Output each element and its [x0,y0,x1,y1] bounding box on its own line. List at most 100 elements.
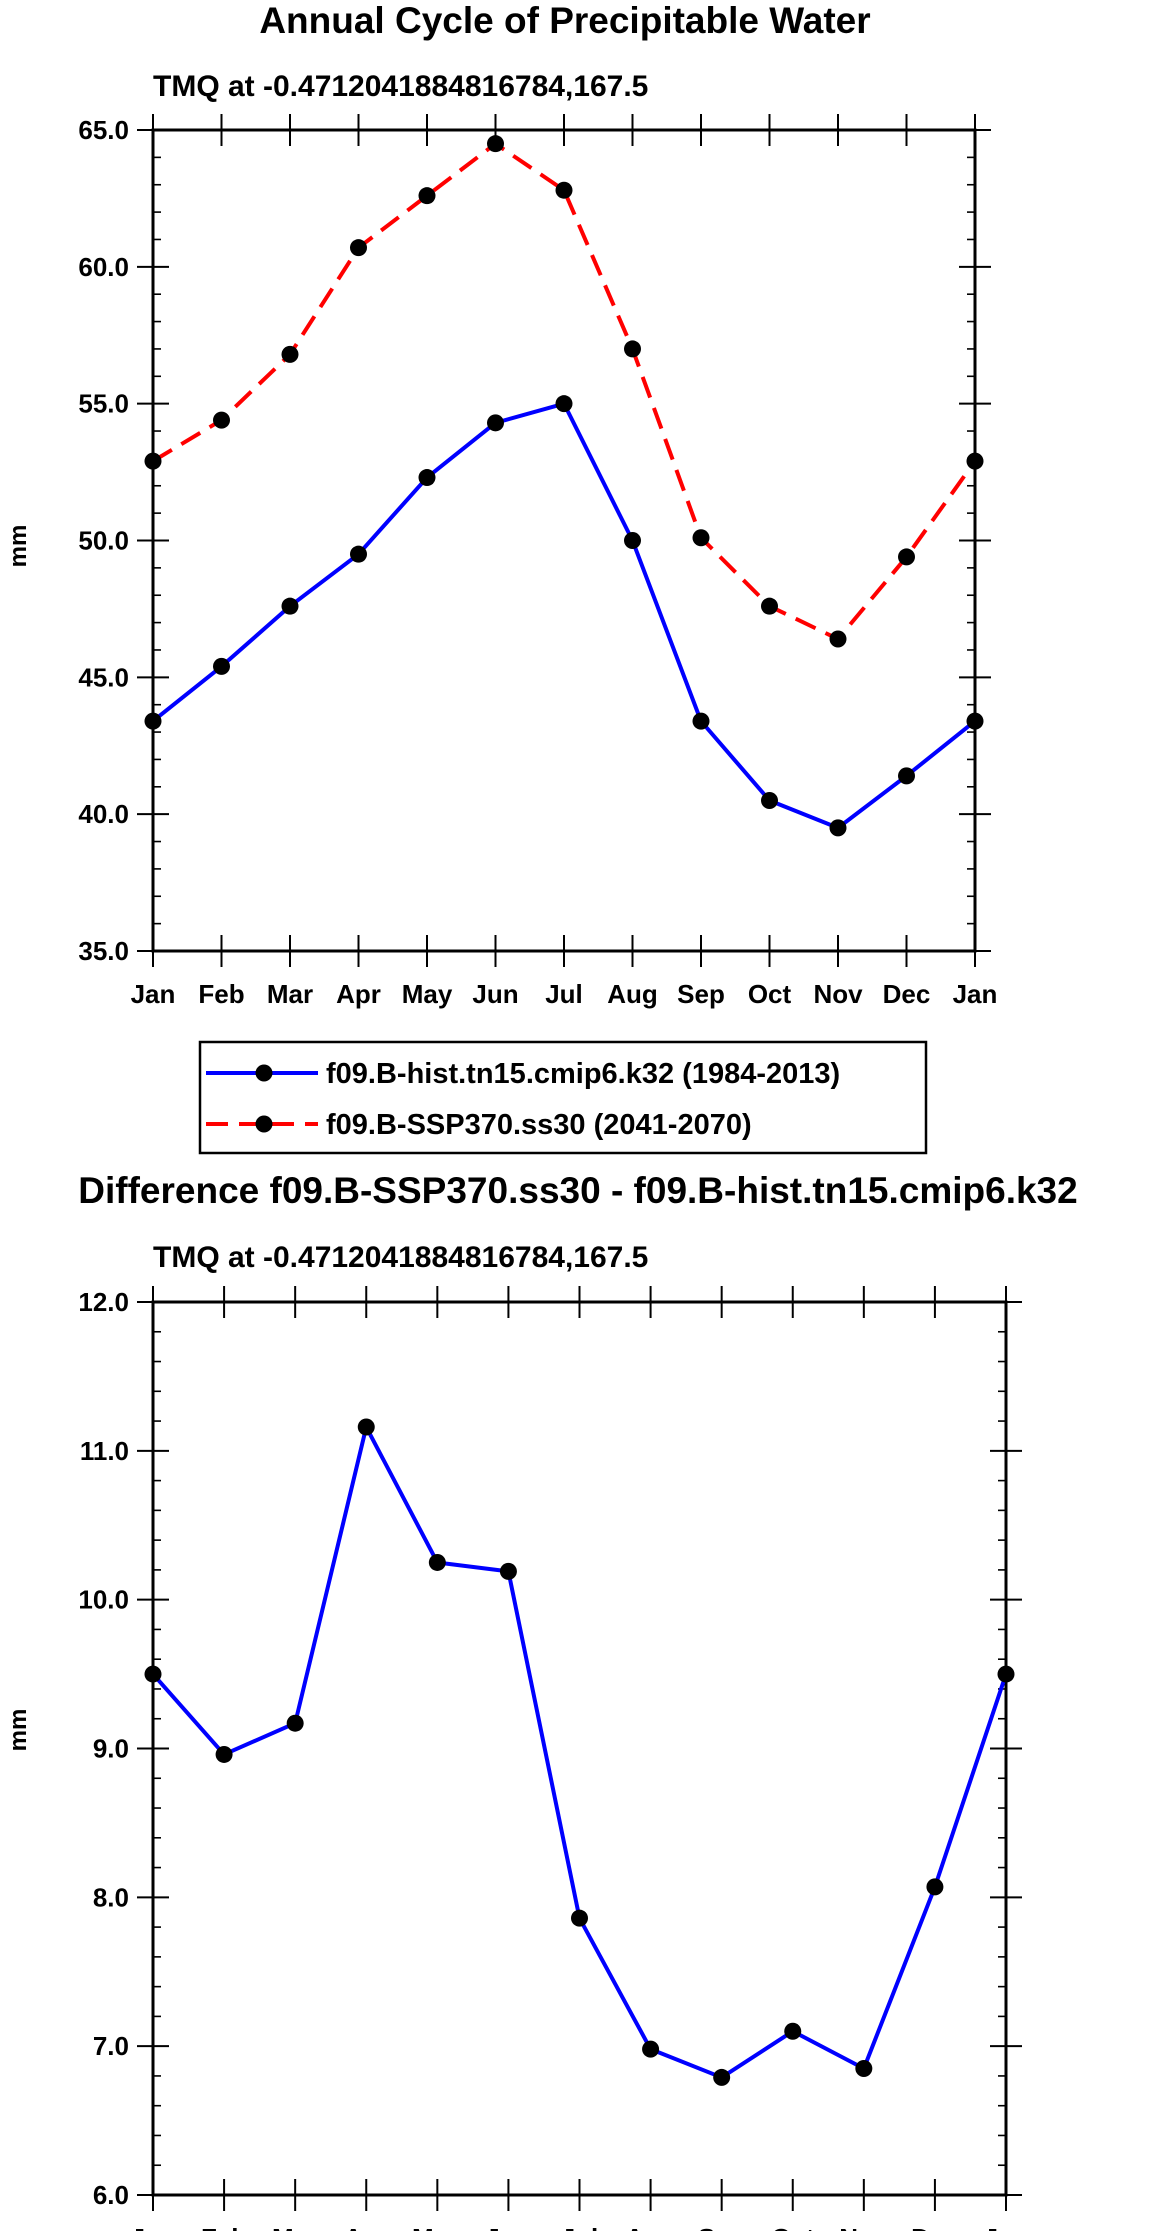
x-tick-label: Nov [839,2223,889,2231]
series-0-point [350,545,367,563]
series-1-point [829,630,847,648]
series-1-point [555,181,573,199]
x-tick-label: Mar [267,979,313,1009]
y-tick-label: 45.0 [78,662,129,692]
x-tick-label: Jun [472,979,518,1009]
series-0-point [286,1714,304,1732]
x-tick-label: Mar [272,2223,318,2231]
series-1-point [350,239,367,257]
y-tick-label: 40.0 [78,799,129,829]
legend-frame [198,1040,928,1155]
series-0-point [487,414,504,432]
x-tick-label: Apr [336,979,381,1009]
series-0-point [571,1909,588,1927]
series-0-point [213,657,230,675]
x-tick-label: Dec [911,2223,959,2231]
x-tick-label: Jul [545,979,583,1009]
chart2-series [144,1418,1015,2086]
x-tick-label: Jan [131,979,176,1009]
x-tick-label: Sep [677,979,725,1009]
x-tick-label: Feb [198,979,244,1009]
y-tick-label: 10.0 [78,1585,129,1615]
series-0-point [761,791,778,809]
x-tick-label: Apr [344,2223,389,2231]
series-1-point [487,135,504,153]
y-tick-label: 12.0 [78,1287,129,1317]
chart1-axes: 35.0 40.0 45.0 50.0 55.0 60.0 65.0 Jan Feb Mar Apr… [78,114,997,1009]
legend-marker-historical [255,1064,273,1082]
series-1-point [692,529,710,547]
y-tick-label: 35.0 [78,936,129,966]
series-1-point [966,452,984,470]
x-tick-label: Aug [607,979,658,1009]
chart2-axes: 6.0 7.0 8.0 9.0 10.0 11.0 12.0 Jan Feb Mar Apr May J… [78,1286,1028,2231]
series-1-point [624,340,641,358]
x-tick-label: Dec [883,979,931,1009]
chart1-series [144,135,984,837]
x-tick-label: Jul [561,2223,599,2231]
series-1-point [898,548,915,566]
series-1-point [213,411,230,429]
chart2-ylabel: mm [5,1709,32,1752]
series-0-point [357,1418,375,1436]
x-tick-label: May [402,979,453,1009]
series-0-point [997,1665,1015,1683]
legend-label-ssp370: f09.B-SSP370.ss30 (2041-2070) [326,1109,752,1141]
legend-entry-ssp370: f09.B-SSP370.ss30 (2041-2070) [206,1109,752,1141]
x-tick-label: Jan [953,979,998,1009]
series-0-point [428,1553,446,1571]
plot-frame [151,128,977,953]
series-0-point [281,597,299,615]
y-tick-label: 60.0 [78,252,129,282]
x-tick-label: Jan [984,2223,1029,2231]
series-line-0 [151,1425,1008,2080]
y-tick-label: 9.0 [93,1734,129,1764]
x-tick-label: May [412,2223,463,2231]
series-0-point [642,2040,660,2058]
series-0-point [926,1878,944,1896]
plot-frame [151,1300,1008,2197]
legend-entry-historical: f09.B-hist.tn15.cmip6.k32 (1984-2013) [206,1058,840,1090]
x-tick-label: Sep [698,2223,746,2231]
series-1-point [144,452,162,470]
series-0-point [215,1745,233,1763]
chart1-subtitle: TMQ at -0.4712041884816784,167.5 [153,70,648,103]
series-0-point [713,2068,731,2086]
x-tick-label: Jan [131,2223,176,2231]
series-0-point [966,712,984,730]
x-tick-label: Oct [748,979,792,1009]
chart1-title: Annual Cycle of Precipitable Water [259,0,870,41]
series-1-point [281,345,299,363]
y-tick-label: 65.0 [78,115,129,145]
x-tick-label: Oct [771,2223,815,2231]
y-tick-label: 55.0 [78,389,129,419]
series-line-0 [151,401,977,830]
series-0-point [144,1665,162,1683]
chart2-title: Difference f09.B-SSP370.ss30 - f09.B-his… [78,1170,1077,1211]
y-tick-label: 7.0 [93,2031,129,2061]
series-0-point [499,1562,517,1580]
difference-chart: Difference f09.B-SSP370.ss30 - f09.B-his… [5,1170,1078,2231]
legend-marker-ssp370 [255,1115,273,1133]
series-0-point [829,819,847,837]
series-line-1 [151,141,977,642]
series-0-point [784,2022,802,2040]
series-0-point [418,469,436,487]
series-0-point [624,532,641,549]
y-tick-label: 50.0 [78,526,129,556]
y-tick-label: 6.0 [93,2180,129,2210]
series-0-point [144,712,162,730]
x-tick-label: Jun [485,2223,531,2231]
x-tick-label: Aug [625,2223,676,2231]
x-tick-label: Nov [813,979,863,1009]
chart1-legend: f09.B-hist.tn15.cmip6.k32 (1984-2013) f0… [198,1040,928,1155]
y-tick-label: 11.0 [80,1436,129,1466]
precipitable-water-chart: Annual Cycle of Precipitable Water TMQ a… [5,0,997,1155]
series-0-point [898,767,915,785]
chart2-subtitle: TMQ at -0.4712041884816784,167.5 [153,1241,648,1274]
legend-label-historical: f09.B-hist.tn15.cmip6.k32 (1984-2013) [326,1058,840,1090]
series-0-point [555,395,573,413]
y-tick-label: 8.0 [93,1882,129,1912]
series-1-point [761,597,778,615]
